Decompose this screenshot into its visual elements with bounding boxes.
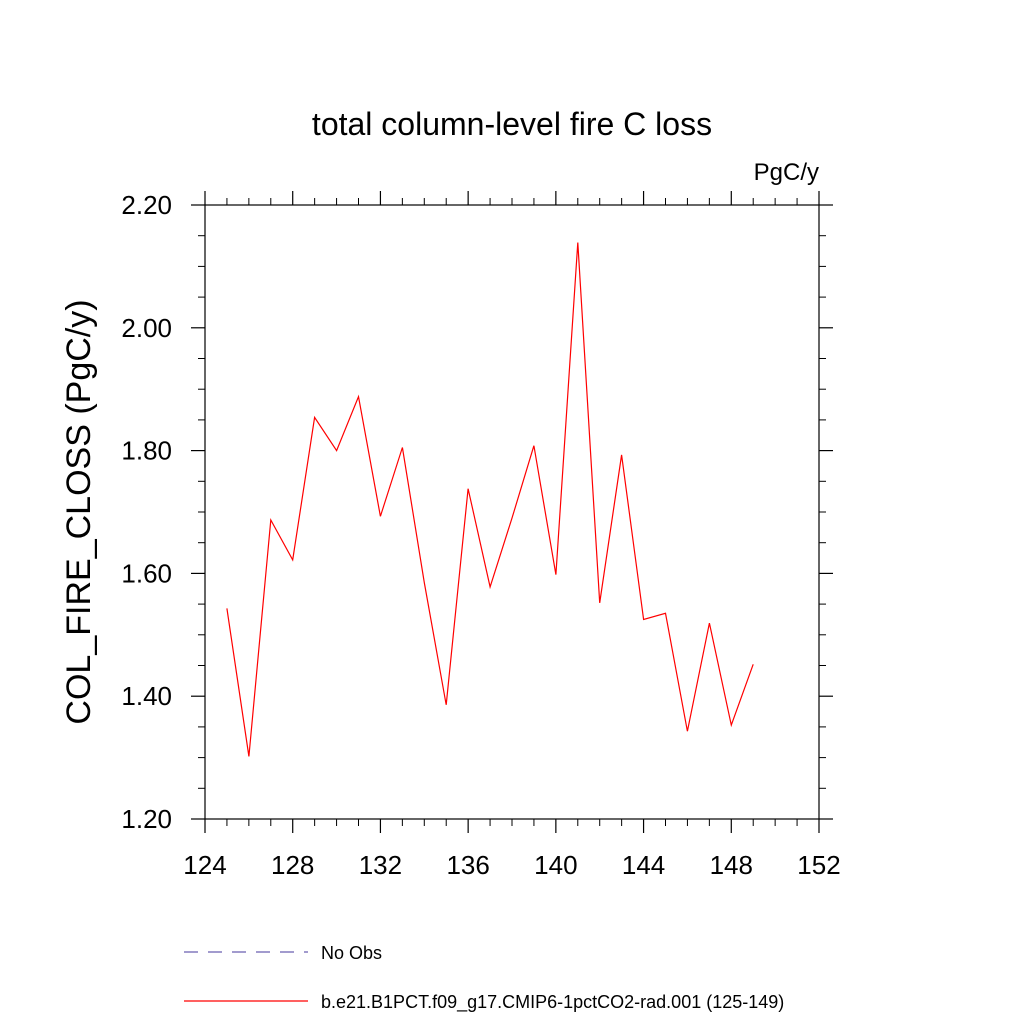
series-layer — [226, 242, 754, 757]
y-tick-label: 2.00 — [121, 313, 172, 343]
legend: No Obs b.e21.B1PCT.f09_g17.CMIP6-1pctCO2-… — [184, 943, 784, 1013]
y-tick-label: 1.60 — [121, 558, 172, 588]
plot-frame — [204, 204, 820, 820]
y-tick-label: 1.20 — [121, 804, 172, 834]
y-tick-label: 1.80 — [121, 436, 172, 466]
legend-label: b.e21.B1PCT.f09_g17.CMIP6-1pctCO2-rad.00… — [321, 992, 784, 1013]
chart-title: total column-level fire C loss — [312, 106, 712, 142]
x-tick-label: 128 — [271, 850, 314, 880]
x-tick-label: 140 — [534, 850, 577, 880]
x-tick-label: 144 — [622, 850, 665, 880]
y-axis-label: COL_FIRE_CLOSS (PgC/y) — [60, 299, 98, 724]
x-tick-label: 124 — [183, 850, 226, 880]
x-tick-label: 148 — [710, 850, 753, 880]
x-tick-label: 132 — [359, 850, 402, 880]
axis-tick-labels: 124 128 132 136 140 144 148 152 1.20 1.40 1.60 1.80… — [121, 190, 840, 880]
y-tick-label: 2.20 — [121, 190, 172, 220]
x-tick-label: 136 — [446, 850, 489, 880]
legend-label: No Obs — [321, 943, 382, 963]
axis-ticks — [191, 191, 833, 833]
units-label: PgC/y — [754, 159, 819, 186]
series-line — [226, 242, 754, 757]
y-tick-label: 1.40 — [121, 681, 172, 711]
x-tick-label: 152 — [797, 850, 840, 880]
